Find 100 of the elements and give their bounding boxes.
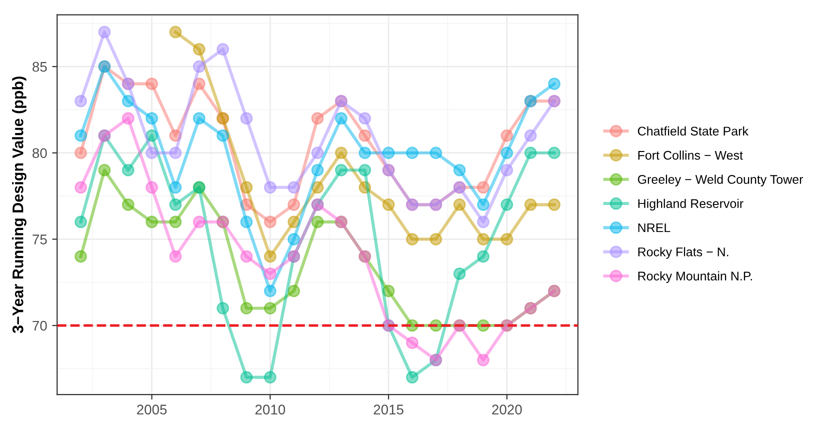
point — [169, 216, 182, 228]
point — [524, 198, 537, 211]
point — [311, 146, 324, 160]
point — [288, 232, 300, 246]
point — [334, 112, 348, 125]
point — [240, 181, 253, 194]
point — [548, 78, 560, 90]
legend-label: NREL — [638, 223, 670, 232]
point — [406, 336, 418, 350]
point — [264, 371, 276, 384]
point — [311, 164, 324, 176]
point — [240, 371, 253, 384]
point — [358, 164, 372, 176]
point — [240, 216, 253, 228]
point — [98, 164, 111, 176]
point — [548, 146, 560, 160]
point — [476, 198, 490, 211]
point — [216, 129, 230, 142]
x-tick-label: 2015 — [374, 404, 404, 414]
point — [216, 302, 230, 314]
point — [453, 164, 466, 176]
point — [169, 181, 182, 194]
point — [74, 146, 88, 160]
point — [264, 302, 276, 314]
point — [74, 250, 88, 263]
x-tick-label: 2005 — [137, 404, 167, 414]
point — [169, 198, 182, 211]
point — [476, 250, 490, 263]
y-axis-title: 3−Year Running Design Value (ppb) — [12, 76, 26, 334]
point — [476, 354, 490, 366]
point — [74, 216, 88, 228]
point — [476, 216, 490, 228]
point — [548, 198, 560, 211]
point — [358, 112, 372, 125]
y-tick-label: 85 — [32, 62, 47, 72]
point — [382, 198, 395, 211]
point — [74, 181, 88, 194]
point — [453, 198, 466, 211]
point — [240, 112, 253, 125]
point — [524, 146, 537, 160]
point — [146, 112, 158, 125]
point — [524, 129, 537, 142]
point — [500, 198, 514, 211]
point — [146, 216, 158, 228]
point — [334, 146, 348, 160]
point — [358, 146, 372, 160]
point — [74, 94, 88, 108]
point — [264, 267, 276, 280]
point — [169, 250, 182, 263]
point — [406, 146, 418, 160]
point — [192, 60, 206, 73]
point — [430, 146, 442, 160]
point — [122, 198, 134, 211]
point — [288, 284, 300, 298]
point — [476, 232, 490, 246]
point — [146, 181, 158, 194]
point — [358, 129, 372, 142]
point — [476, 181, 490, 194]
point — [264, 250, 276, 263]
y-tick-label: 75 — [32, 234, 47, 244]
point — [192, 216, 206, 228]
point — [288, 181, 300, 194]
point — [500, 232, 514, 246]
point — [146, 78, 158, 90]
point — [122, 164, 134, 176]
point — [311, 112, 324, 125]
point — [264, 284, 276, 298]
point — [453, 267, 466, 280]
legend-label: Rocky Flats − N. — [638, 247, 728, 259]
legend-label: Fort Collins − West — [638, 150, 743, 160]
point — [406, 371, 418, 384]
point — [264, 216, 276, 228]
point — [264, 181, 276, 194]
point — [334, 164, 348, 176]
point — [500, 164, 514, 176]
point — [430, 232, 442, 246]
y-tick-label: 70 — [32, 320, 47, 331]
point — [216, 43, 230, 56]
point — [98, 26, 111, 38]
point — [122, 112, 134, 125]
point — [382, 146, 395, 160]
point — [500, 129, 514, 142]
point — [406, 232, 418, 246]
legend-label: Greeley − Weld County Tower — [638, 174, 804, 186]
point — [146, 146, 158, 160]
point — [240, 302, 253, 314]
point — [192, 112, 206, 125]
legend-label: Chatfield State Park — [638, 126, 748, 136]
legend-label: Highland Reservoir — [638, 198, 744, 210]
point — [311, 216, 324, 228]
point — [169, 26, 182, 38]
legend-label: Rocky Mountain N.P. — [638, 271, 752, 283]
x-tick-label: 2020 — [492, 404, 522, 414]
point — [240, 250, 253, 263]
point — [500, 146, 514, 160]
point — [74, 129, 88, 142]
x-tick-label: 2010 — [255, 404, 286, 414]
y-tick-label: 80 — [32, 148, 47, 158]
point — [169, 146, 182, 160]
point — [288, 198, 300, 211]
